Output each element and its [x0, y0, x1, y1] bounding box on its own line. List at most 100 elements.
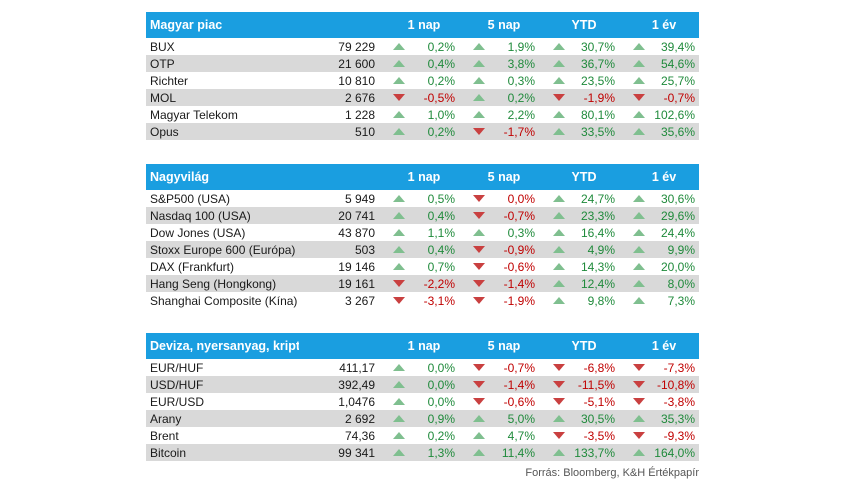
- change-value: 23,3%: [580, 208, 615, 223]
- change-value: 0,2%: [507, 90, 535, 105]
- triangle-up-icon: [553, 195, 565, 202]
- triangle-up-icon: [393, 77, 405, 84]
- instrument-value: 2 692: [344, 411, 375, 426]
- change-cell: 25,7%: [619, 74, 699, 88]
- change-cell: 4,7%: [459, 429, 539, 443]
- change-cell: -2,2%: [379, 277, 459, 291]
- change-cell: 24,7%: [539, 192, 619, 206]
- change-value: -3,8%: [663, 394, 695, 409]
- instrument-name: Brent: [150, 428, 179, 443]
- change-value: -9,3%: [663, 428, 695, 443]
- change-cell: 33,5%: [539, 125, 619, 139]
- change-value: 0,0%: [427, 360, 455, 375]
- section-title: Deviza, nyersanyag, kripto: [150, 339, 299, 353]
- change-value: 9,8%: [587, 293, 615, 308]
- instrument-name: DAX (Frankfurt): [150, 259, 235, 274]
- triangle-up-icon: [393, 381, 405, 388]
- change-value: 16,4%: [580, 225, 615, 240]
- triangle-up-icon: [393, 212, 405, 219]
- change-cell: -0,9%: [459, 243, 539, 257]
- column-header: 1 nap: [407, 170, 441, 184]
- change-value: 12,4%: [580, 276, 615, 291]
- instrument-name: Hang Seng (Hongkong): [150, 276, 277, 291]
- change-cell: 8,0%: [619, 277, 699, 291]
- change-cell: 4,9%: [539, 243, 619, 257]
- change-cell: 35,6%: [619, 125, 699, 139]
- change-value: 102,6%: [654, 107, 695, 122]
- change-cell: 0,2%: [379, 40, 459, 54]
- change-value: 24,7%: [580, 191, 615, 206]
- instrument-name: MOL: [150, 90, 177, 105]
- change-value: -1,4%: [503, 377, 535, 392]
- instrument-name: S&P500 (USA): [150, 191, 231, 206]
- change-value: 30,6%: [660, 191, 695, 206]
- triangle-up-icon: [633, 212, 645, 219]
- triangle-up-icon: [633, 195, 645, 202]
- change-value: 54,6%: [660, 56, 695, 71]
- section-title: Magyar piac: [150, 18, 223, 32]
- change-value: 36,7%: [580, 56, 615, 71]
- market-summary: Magyar piac 1 nap 5 nap YTD 1 év BUX 79 229 0,2…: [146, 12, 699, 479]
- change-value: 20,0%: [660, 259, 695, 274]
- instrument-name: Dow Jones (USA): [150, 225, 246, 240]
- change-cell: 36,7%: [539, 57, 619, 71]
- instrument-value: 411,17: [339, 360, 375, 375]
- change-cell: -3,1%: [379, 294, 459, 308]
- change-value: 1,9%: [507, 39, 535, 54]
- change-cell: 0,9%: [379, 412, 459, 426]
- change-value: -6,8%: [583, 360, 615, 375]
- change-value: -3,1%: [423, 293, 455, 308]
- table-row: DAX (Frankfurt) 19 146 0,7% -0,6% 14,3% 20,0%: [146, 258, 699, 275]
- instrument-name: Shanghai Composite (Kína): [150, 293, 298, 308]
- change-cell: 102,6%: [619, 108, 699, 122]
- triangle-up-icon: [633, 246, 645, 253]
- triangle-up-icon: [553, 111, 565, 118]
- triangle-up-icon: [633, 60, 645, 67]
- source-note: Forrás: Bloomberg, K&H Értékpapír: [525, 467, 699, 479]
- section-title: Nagyvilág: [150, 170, 210, 184]
- change-value: 4,9%: [587, 242, 615, 257]
- instrument-name: Magyar Telekom: [150, 107, 238, 122]
- instrument-value: 3 267: [344, 293, 375, 308]
- change-value: 5,0%: [507, 411, 535, 426]
- change-value: 7,3%: [667, 293, 695, 308]
- triangle-up-icon: [393, 195, 405, 202]
- change-value: 0,2%: [427, 39, 455, 54]
- change-cell: 35,3%: [619, 412, 699, 426]
- triangle-up-icon: [473, 449, 485, 456]
- triangle-down-icon: [473, 364, 485, 371]
- table-row: S&P500 (USA) 5 949 0,5% 0,0% 24,7% 30,6%: [146, 190, 699, 207]
- instrument-name: EUR/HUF: [150, 360, 204, 375]
- change-cell: 54,6%: [619, 57, 699, 71]
- change-value: 0,2%: [427, 428, 455, 443]
- change-cell: -1,4%: [459, 378, 539, 392]
- change-value: 0,5%: [427, 191, 455, 206]
- triangle-up-icon: [393, 246, 405, 253]
- instrument-name: EUR/USD: [150, 394, 205, 409]
- change-cell: -0,6%: [459, 395, 539, 409]
- triangle-down-icon: [553, 94, 565, 101]
- instrument-value: 19 161: [338, 276, 375, 291]
- column-header: 1 év: [651, 170, 677, 184]
- table-row: Opus 510 0,2% -1,7% 33,5% 35,6%: [146, 123, 699, 140]
- instrument-value: 74,36: [344, 428, 375, 443]
- triangle-down-icon: [473, 280, 485, 287]
- change-value: 164,0%: [654, 445, 695, 460]
- table-row: Shanghai Composite (Kína) 3 267 -3,1% -1,9%…: [146, 292, 699, 309]
- change-value: 8,0%: [667, 276, 695, 291]
- table-row: Stoxx Europe 600 (Európa) 503 0,4% -0,9% 4,9…: [146, 241, 699, 258]
- instrument-value: 510: [354, 124, 375, 139]
- triangle-down-icon: [473, 263, 485, 270]
- triangle-up-icon: [553, 280, 565, 287]
- change-cell: -0,6%: [459, 260, 539, 274]
- change-cell: 80,1%: [539, 108, 619, 122]
- table-row: BUX 79 229 0,2% 1,9% 30,7% 39,4%: [146, 38, 699, 55]
- change-cell: -5,1%: [539, 395, 619, 409]
- triangle-up-icon: [553, 43, 565, 50]
- change-value: -7,3%: [663, 360, 695, 375]
- change-cell: 9,8%: [539, 294, 619, 308]
- triangle-up-icon: [553, 60, 565, 67]
- triangle-down-icon: [553, 381, 565, 388]
- change-cell: 0,0%: [379, 395, 459, 409]
- triangle-up-icon: [633, 449, 645, 456]
